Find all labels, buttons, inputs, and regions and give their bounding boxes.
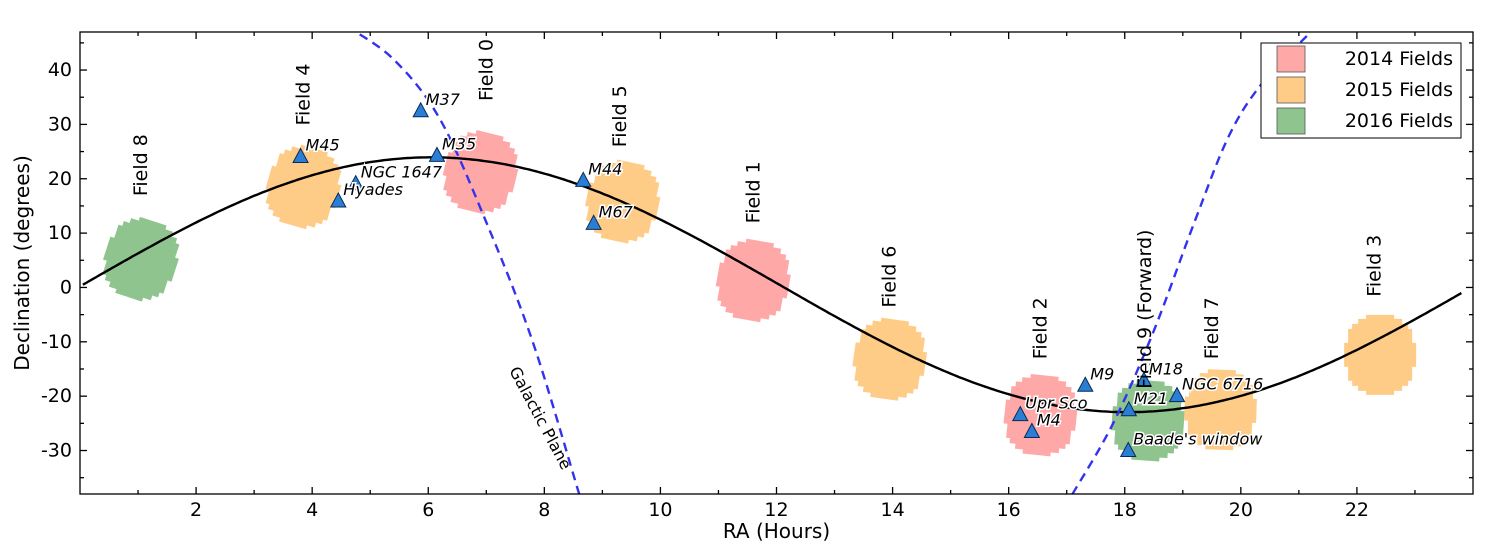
cluster-marker [329, 191, 347, 208]
axes: 2 4 6 8 10 12 14 16 18 20 22 -30 -20 -10 0 10 20 30 40 RA (… [10, 32, 1473, 543]
legend-label: 2016 Fields [1345, 110, 1453, 132]
cluster-marker [1168, 386, 1186, 403]
cluster-label: Hyades [343, 180, 403, 199]
y-tick-label: 10 [48, 222, 72, 244]
field-patch [1344, 314, 1417, 395]
cluster-label: M45 [306, 135, 340, 154]
y-tick-label: -10 [41, 331, 72, 353]
cluster-label: Baade's window [1133, 430, 1263, 449]
legend: 2014 Fields 2015 Fields 2016 Fields [1260, 42, 1462, 139]
cluster-label: M21 [1134, 389, 1168, 408]
cluster-marker [1076, 376, 1094, 392]
field-patch [1111, 379, 1185, 462]
galactic-plane-line [353, 32, 581, 494]
cluster-markers [292, 101, 1186, 458]
legend-label: 2015 Fields [1345, 79, 1453, 101]
y-tick-label: -20 [41, 385, 72, 407]
field-label: Field 9 (Forward) [1134, 230, 1156, 389]
field-label: Field 0 [475, 39, 497, 101]
x-tick-label: 8 [538, 499, 550, 521]
field-patch [852, 317, 928, 401]
field-patch-block [715, 262, 791, 299]
x-tick-label: 10 [648, 499, 672, 521]
field-patch-block [1184, 396, 1257, 424]
legend-swatch [1276, 45, 1306, 73]
field-patch-block [102, 236, 179, 282]
x-tick-label: 18 [1113, 499, 1137, 521]
cluster-marker [1023, 422, 1041, 438]
field-patch [442, 130, 519, 215]
cluster-marker [585, 214, 603, 230]
cluster-label: NGC 6716 [1182, 375, 1263, 394]
legend-swatch [1276, 107, 1306, 135]
cluster-label: M67 [599, 202, 634, 221]
x-axis-title: RA (Hours) [723, 519, 830, 543]
y-tick-label: 20 [48, 168, 72, 190]
y-tick-label: 0 [60, 276, 72, 298]
field-patch-block [265, 165, 342, 209]
cluster-label: M4 [1037, 410, 1061, 429]
cluster-marker [1120, 400, 1138, 417]
cluster-label: M9 [1090, 364, 1114, 383]
cluster-label: M44 [588, 159, 622, 178]
ecliptic-line [82, 156, 1462, 414]
field-label: Field 7 [1201, 297, 1223, 359]
field-label: Field 1 [742, 161, 764, 223]
y-tick-label: 40 [48, 59, 72, 81]
field-label: Field 4 [292, 64, 314, 126]
legend-swatch [1276, 76, 1306, 104]
cluster-marker [1011, 405, 1029, 422]
y-tick-label: -30 [41, 440, 72, 462]
field-label: Field 3 [1363, 235, 1385, 297]
field-label: Field 6 [879, 246, 901, 308]
field-patch [265, 144, 342, 230]
cluster-label: NGC 1647 [361, 163, 443, 182]
x-tick-label: 6 [422, 499, 434, 521]
x-tick-label: 16 [997, 499, 1021, 521]
cluster-marker [1135, 371, 1153, 387]
galactic-plane-label: Galactic Plane [505, 363, 575, 472]
cluster-marker [1119, 441, 1137, 458]
y-axis-title: Declination (degrees) [10, 155, 34, 371]
field-patch-block [1003, 399, 1078, 431]
field-patch [715, 238, 791, 323]
legend-label: 2014 Fields [1345, 48, 1453, 70]
field-label: Field 8 [130, 134, 152, 196]
field-patch-block [1344, 342, 1417, 367]
cluster-marker [347, 174, 365, 191]
x-tick-label: 2 [190, 499, 202, 521]
field-patch [102, 216, 180, 302]
field-patch-block [852, 342, 928, 377]
field-label: Field 5 [609, 85, 631, 147]
annotations: Field 8 Field 4 Field 0 Field 5 Field 1 Field… [130, 39, 1385, 473]
x-tick-label: 20 [1229, 499, 1253, 521]
x-tick-label: 12 [764, 499, 788, 521]
x-tick-label: 4 [306, 499, 318, 521]
cluster-marker [412, 101, 430, 118]
field-label: Field 2 [1030, 297, 1052, 359]
cluster-label: Upr Sco [1025, 394, 1087, 413]
x-tick-label: 14 [880, 499, 904, 521]
y-tick-label: 30 [48, 113, 72, 135]
cluster-label: M18 [1149, 359, 1183, 378]
cluster-label: M35 [442, 134, 476, 153]
cluster-marker [574, 171, 592, 187]
cluster-marker [292, 147, 309, 163]
x-tick-label: 22 [1345, 499, 1369, 521]
cluster-label: M37 [426, 90, 461, 109]
cluster-marker [428, 146, 446, 162]
